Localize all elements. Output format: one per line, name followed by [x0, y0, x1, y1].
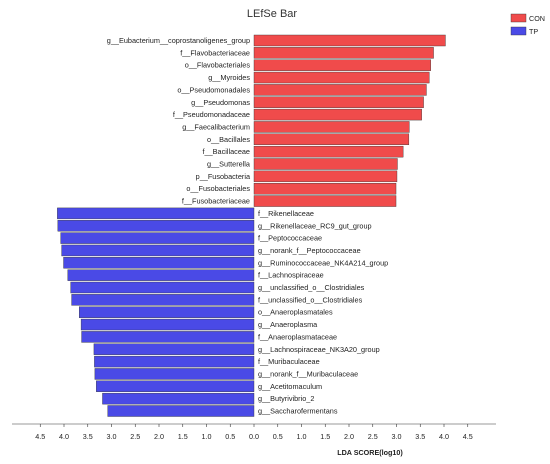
x-tick-label: 3.0 — [392, 432, 402, 441]
bar-label: g__Anaeroplasma — [258, 320, 318, 329]
x-tick-label: 3.0 — [107, 432, 117, 441]
bar-tp-6 — [70, 281, 255, 294]
bar-label: g__Faecalibacterium — [182, 122, 250, 131]
bar-label: f__unclassified_o__Clostridiales — [258, 295, 363, 304]
bar-label: o__Fusobacteriales — [186, 184, 250, 193]
bar-con-12 — [253, 182, 397, 195]
x-tick-label: 1.0 — [297, 432, 307, 441]
bar-label: g__Butyrivibrio_2 — [258, 394, 314, 403]
bar-label: f__Pseudomonadaceae — [173, 110, 250, 119]
x-tick-label: 1.5 — [320, 432, 330, 441]
bar-label: o__Bacillales — [207, 135, 250, 144]
chart-title: LEfSe Bar — [247, 8, 297, 20]
x-tick-label: 0.5 — [273, 432, 283, 441]
legend-swatch-tp — [510, 26, 527, 36]
bar-label: o__Flavobacteriales — [185, 61, 251, 70]
bar-label: g__Saccharofermentans — [258, 407, 338, 416]
bar-label: f__Peptococcaceae — [258, 234, 322, 243]
bar-tp-11 — [93, 343, 255, 355]
bar-label: f__Fusobacteriaceae — [182, 197, 250, 206]
bar-con-6 — [253, 108, 422, 121]
bar-con-3 — [253, 71, 430, 84]
bar-label: f__Bacillaceae — [203, 147, 250, 156]
x-tick-label: 3.5 — [415, 432, 425, 441]
bar-tp-13 — [94, 368, 255, 380]
bar-tp-15 — [102, 392, 255, 405]
x-tick-label: 4.5 — [463, 432, 473, 441]
bar-label: g__norank_f__Muribaculaceae — [258, 369, 358, 378]
bar-label: f__Muribaculaceae — [258, 357, 320, 366]
x-tick-label: 2.0 — [344, 432, 354, 441]
x-tick-label: 2.0 — [154, 432, 164, 441]
bar-tp-12 — [94, 355, 255, 368]
bar-label: g__norank_f__Peptococcaceae — [258, 246, 361, 255]
bar-tp-1 — [57, 220, 255, 232]
bar-con-7 — [253, 121, 410, 133]
bar-con-0 — [253, 34, 446, 47]
bar-label: g__Acetitomaculum — [258, 382, 322, 391]
bar-con-9 — [253, 145, 404, 158]
legend: CON TP — [510, 13, 545, 36]
bar-tp-16 — [107, 405, 255, 417]
bar-tp-7 — [71, 294, 255, 306]
bar-con-2 — [253, 59, 431, 71]
bar-label: g__unclassified_o__Clostridiales — [258, 283, 365, 292]
bar-con-13 — [253, 195, 397, 207]
legend-label-tp: TP — [529, 27, 538, 36]
bar-tp-10 — [81, 331, 255, 343]
bar-con-10 — [253, 158, 398, 170]
x-tick-label: 2.5 — [368, 432, 378, 441]
bar-label: f__Rikenellaceae — [258, 209, 314, 218]
bar-tp-4 — [63, 257, 255, 269]
x-tick-label: 2.5 — [130, 432, 140, 441]
legend-label-con: CON — [529, 14, 545, 23]
bar-label: o__Pseudomonadales — [177, 85, 250, 94]
x-tick-label: 3.5 — [83, 432, 93, 441]
bar-tp-0 — [57, 207, 255, 220]
bar-label: g__Rikenellaceae_RC9_gut_group — [258, 221, 372, 230]
bar-label: g__Eubacterium__coprostanoligenes_group — [107, 36, 250, 45]
bar-tp-14 — [96, 380, 255, 392]
x-tick-label: 0.5 — [225, 432, 235, 441]
legend-swatch-con — [510, 13, 527, 23]
x-tick-label: 1.0 — [202, 432, 212, 441]
x-axis: 4.5 4.0 3.5 3.0 2.5 2.0 1.5 1.0 0.5 0.0 0.5 1.0 1.5 2… — [12, 423, 496, 441]
bars-group — [57, 34, 446, 417]
x-tick-label: 0.0 — [249, 432, 259, 441]
bar-label: g__Ruminococcaceae_NK4A214_group — [258, 258, 388, 267]
bar-label: g__Sutterella — [207, 160, 251, 169]
bar-label: g__Myroides — [208, 73, 250, 82]
bar-tp-2 — [60, 232, 255, 244]
bar-tp-3 — [61, 244, 255, 257]
bar-con-5 — [253, 96, 424, 108]
bar-label: p__Fusobacteria — [196, 172, 251, 181]
bar-label: g__Lachnospiraceae_NK3A20_group — [258, 345, 380, 354]
bar-label: g__Pseudomonas — [191, 98, 250, 107]
bar-con-1 — [253, 47, 434, 59]
x-tick-label: 4.0 — [59, 432, 69, 441]
bar-label: f__Lachnospiraceae — [258, 271, 324, 280]
bar-tp-5 — [67, 269, 255, 281]
x-tick-label: 1.5 — [178, 432, 188, 441]
bar-con-8 — [253, 133, 410, 146]
bar-tp-8 — [78, 306, 255, 318]
bar-label: f__Flavobacteriaceae — [180, 48, 250, 57]
bar-label: o__Anaeroplasmatales — [258, 308, 333, 317]
x-tick-label: 4.0 — [439, 432, 449, 441]
bar-tp-9 — [80, 318, 255, 331]
bar-con-4 — [253, 84, 427, 96]
x-tick-label: 4.5 — [35, 432, 45, 441]
bar-con-11 — [253, 170, 398, 183]
bar-labels-group: g__Eubacterium__coprostanoligenes_groupf… — [107, 36, 388, 416]
x-axis-title: LDA SCORE(log10) — [337, 448, 403, 457]
bar-label: f__Anaeroplasmataceae — [258, 332, 337, 341]
